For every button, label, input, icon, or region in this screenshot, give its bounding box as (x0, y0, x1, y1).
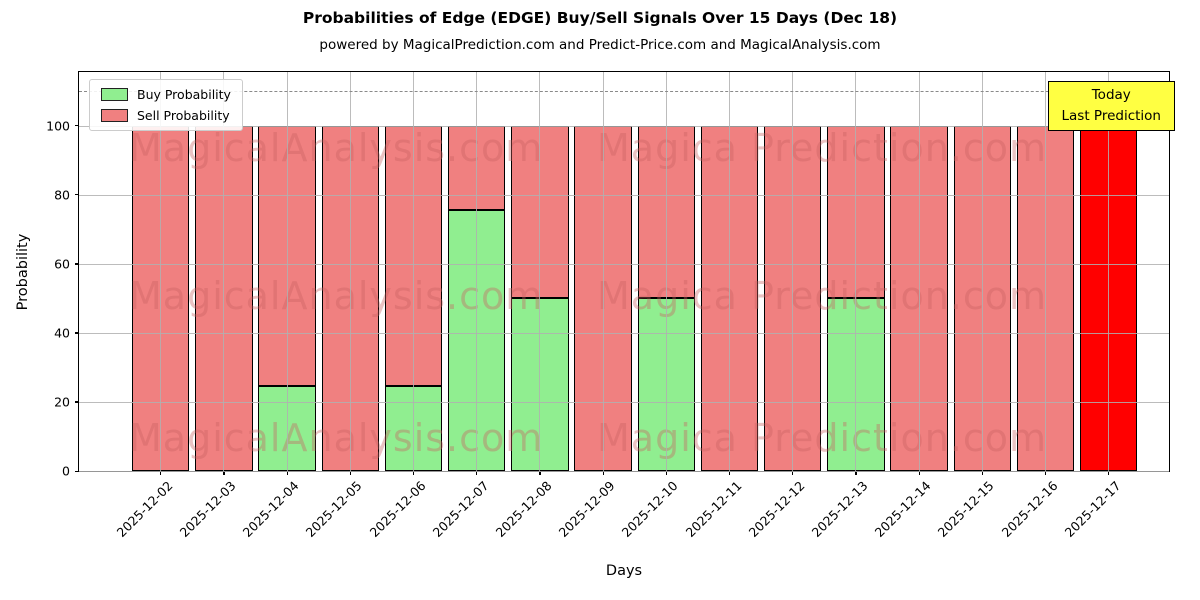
x-axis-label: Days (605, 563, 643, 579)
y-tick-label: 80 (54, 187, 70, 203)
h-gridline (79, 263, 1169, 265)
x-tick-mark (1045, 471, 1047, 475)
v-gridline (602, 72, 604, 471)
y-tick-mark (75, 125, 79, 127)
legend-entry: Sell Probability (101, 108, 231, 123)
legend-label: Buy Probability (137, 87, 231, 102)
x-tick-mark (665, 471, 668, 475)
v-gridline (286, 72, 288, 471)
v-gridline (855, 72, 857, 471)
x-tick-mark (855, 471, 857, 475)
h-gridline (79, 471, 1169, 472)
v-gridline (349, 72, 351, 471)
v-gridline (1045, 72, 1046, 471)
watermark-text: Magica Prediction.com (597, 126, 1048, 170)
v-gridline (160, 72, 162, 471)
x-tick-label: 2025-12-17 (1061, 478, 1186, 540)
watermark-text: MagicalAnalysis.com (129, 126, 544, 170)
watermark-text: Magica Prediction.com (597, 416, 1048, 460)
today-annotation-box: Today Last Prediction (1047, 81, 1175, 131)
y-tick-label: 20 (54, 394, 70, 410)
v-gridline (792, 72, 794, 471)
v-gridline (981, 72, 983, 471)
chart-subtitle: powered by MagicalPrediction.com and Pre… (319, 37, 881, 53)
y-tick-label: 0 (62, 463, 70, 479)
x-tick-text: 2025-12-02 (113, 478, 176, 540)
h-gridline (79, 401, 1169, 403)
today-annotation-line: Last Prediction (1061, 107, 1161, 124)
legend: Buy Probability Sell Probability (89, 79, 243, 131)
x-tick-mark (223, 471, 225, 475)
y-tick-mark (75, 401, 79, 403)
legend-swatch (101, 109, 128, 122)
plot-area: Probability Days Buy Probability Sell Pro… (15, 71, 1175, 579)
watermark-text: MagicalAnalysis.com (129, 274, 544, 318)
x-tick-mark (981, 471, 984, 475)
x-tick-mark (476, 471, 478, 475)
h-gridline (79, 332, 1169, 334)
v-gridline (918, 72, 920, 471)
x-tick-mark (729, 471, 731, 475)
y-tick-label: 100 (46, 118, 70, 134)
y-axis-label: Probability (15, 233, 31, 310)
y-tick-mark (75, 470, 79, 472)
v-gridline (223, 72, 225, 471)
x-tick-mark (792, 471, 794, 475)
x-tick-mark (413, 471, 415, 475)
v-gridline (413, 72, 414, 471)
legend-swatch (101, 88, 128, 101)
y-tick-mark (75, 332, 79, 334)
watermark-text: Magica Prediction.com (597, 274, 1048, 318)
x-tick-mark (1108, 471, 1110, 475)
v-gridline (476, 72, 478, 471)
x-tick-mark (160, 471, 162, 475)
x-tick-mark (602, 471, 604, 475)
y-tick-mark (75, 194, 79, 196)
x-tick-mark (539, 471, 541, 475)
h-gridline (79, 125, 1169, 127)
x-tick-mark (349, 471, 352, 475)
today-annotation-line: Today (1091, 87, 1131, 103)
watermark-text: MagicalAnalysis.com (129, 416, 544, 460)
dashed-guideline (79, 91, 1169, 92)
y-tick-label: 40 (54, 325, 70, 341)
v-gridline (1108, 72, 1110, 471)
legend-entry: Buy Probability (101, 87, 231, 102)
legend-label: Sell Probability (137, 108, 230, 123)
y-tick-label: 60 (54, 256, 70, 272)
v-gridline (665, 72, 667, 471)
v-gridline (539, 72, 541, 471)
x-tick-mark (918, 471, 920, 475)
chart-title: Probabilities of Edge (EDGE) Buy/Sell Si… (302, 9, 898, 27)
h-gridline (79, 194, 1169, 196)
y-tick-mark (75, 263, 79, 265)
x-tick-mark (286, 471, 288, 475)
v-gridline (729, 72, 730, 471)
